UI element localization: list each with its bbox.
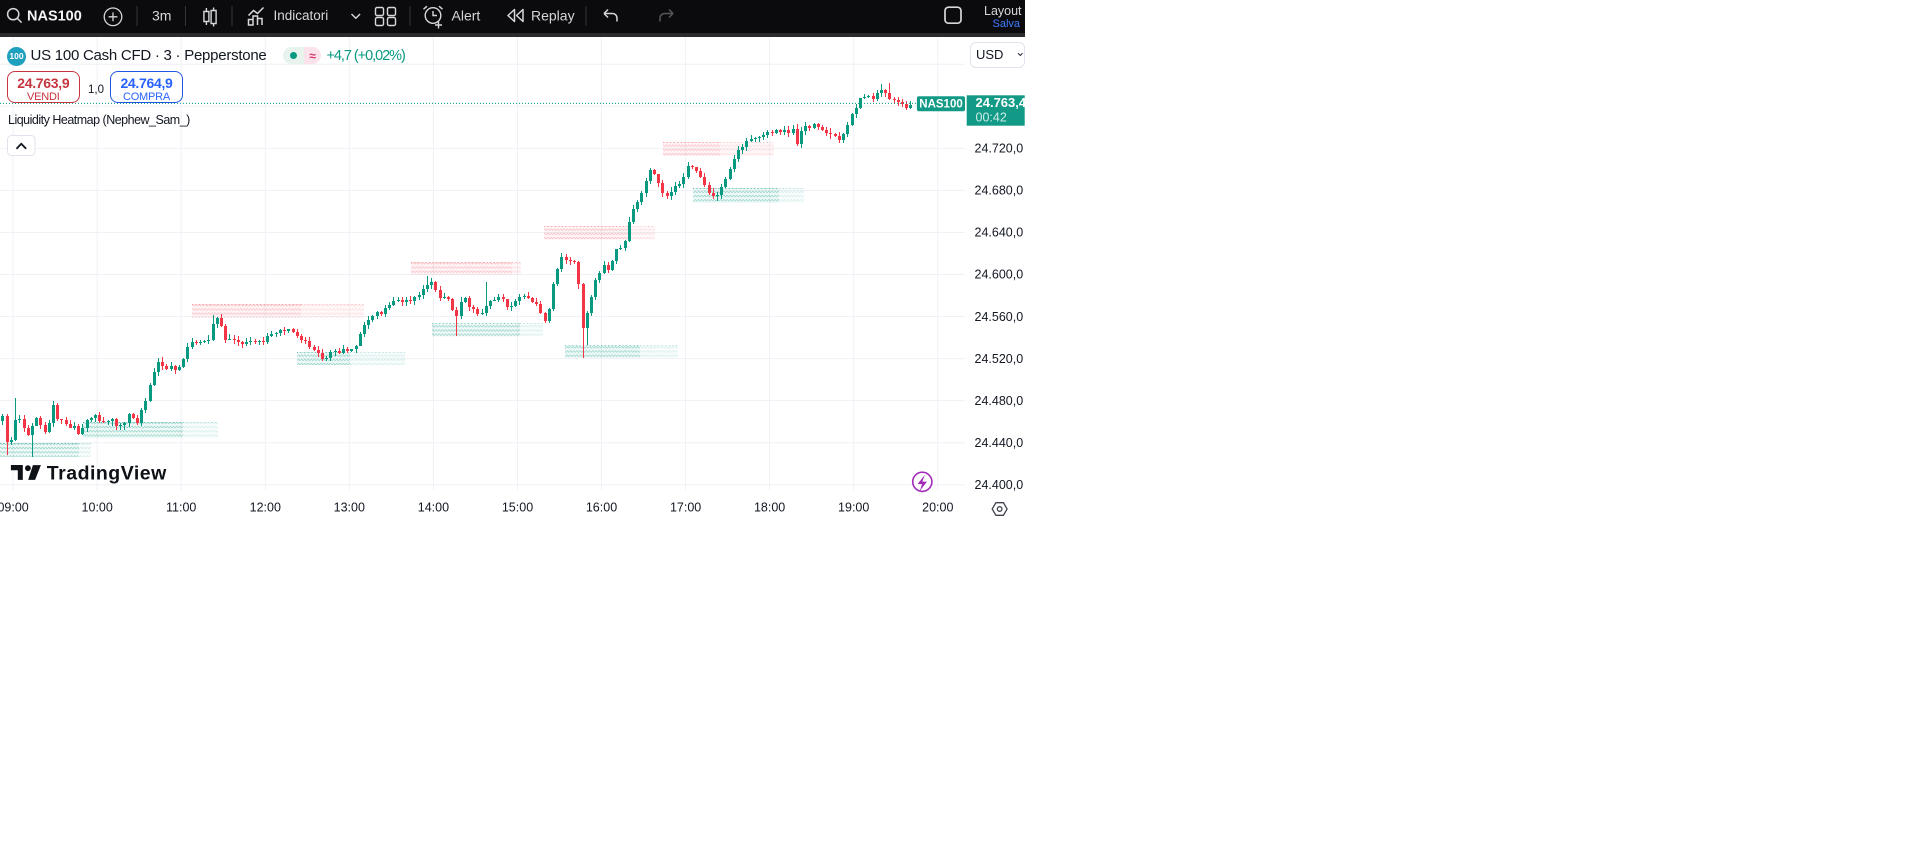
- svg-text:24.600,0: 24.600,0: [975, 268, 1024, 282]
- svg-text:TradingView: TradingView: [47, 463, 167, 485]
- svg-text:3m: 3m: [152, 8, 171, 24]
- svg-text:10:00: 10:00: [82, 501, 113, 515]
- svg-text:Salva: Salva: [993, 18, 1021, 30]
- svg-text:13:00: 13:00: [334, 501, 365, 515]
- svg-text:17:00: 17:00: [670, 501, 701, 515]
- svg-text:24.440,0: 24.440,0: [975, 436, 1024, 450]
- svg-text:Replay: Replay: [531, 8, 575, 24]
- svg-text:15:00: 15:00: [502, 501, 533, 515]
- svg-text:11:00: 11:00: [166, 501, 196, 515]
- svg-text:12:00: 12:00: [250, 501, 281, 515]
- svg-text:24.680,0: 24.680,0: [975, 184, 1024, 198]
- svg-text:NAS100: NAS100: [919, 99, 962, 111]
- svg-text:16:00: 16:00: [586, 501, 617, 515]
- svg-text:18:00: 18:00: [754, 501, 785, 515]
- svg-text:14:00: 14:00: [418, 501, 449, 515]
- svg-text:20:00: 20:00: [922, 501, 953, 515]
- svg-text:Indicatori: Indicatori: [274, 8, 329, 23]
- svg-text:24.560,0: 24.560,0: [975, 310, 1024, 324]
- svg-text:Layout: Layout: [984, 4, 1022, 18]
- svg-text:00:42: 00:42: [976, 110, 1007, 124]
- svg-text:24.720,0: 24.720,0: [975, 142, 1024, 156]
- svg-text:Alert: Alert: [452, 8, 481, 24]
- svg-text:24.480,0: 24.480,0: [975, 394, 1024, 408]
- svg-text:24.640,0: 24.640,0: [975, 226, 1024, 240]
- svg-text:24.520,0: 24.520,0: [975, 352, 1024, 366]
- svg-text:24.763,4: 24.763,4: [976, 95, 1027, 110]
- svg-text:19:00: 19:00: [838, 501, 869, 515]
- svg-text:24.400,0: 24.400,0: [975, 478, 1024, 492]
- svg-text:NAS100: NAS100: [27, 9, 82, 25]
- svg-text:09:00: 09:00: [0, 501, 29, 515]
